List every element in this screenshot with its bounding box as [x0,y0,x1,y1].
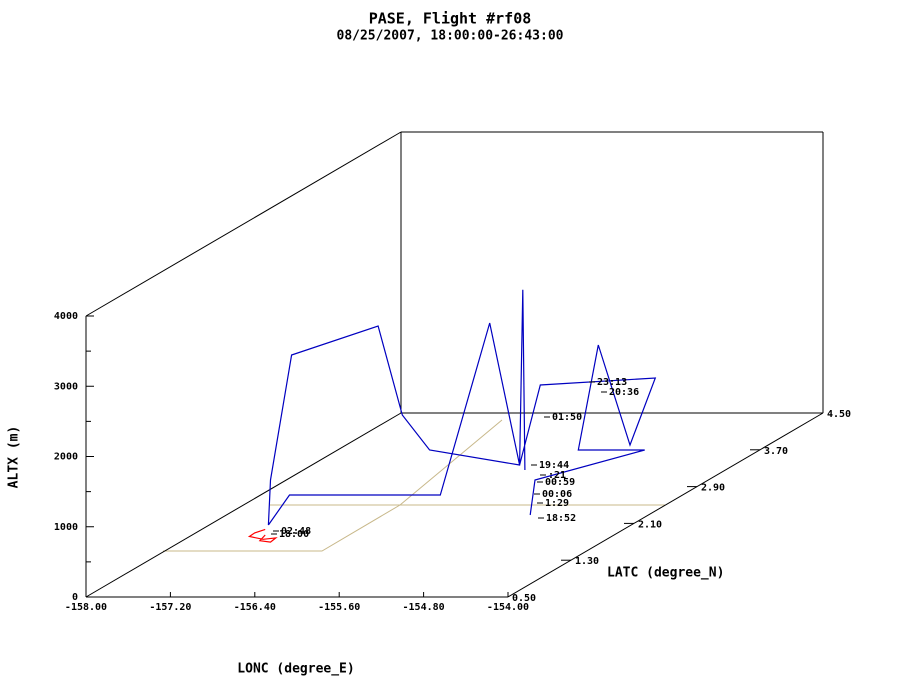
x-tick-label: -154.00 [487,602,529,613]
time-label: :21 [548,470,566,481]
time-label: 02:48 [281,526,311,537]
z-axis-label: ALTX (m) [7,426,22,489]
y-tick-label: 2.90 [701,483,725,494]
chart-title: PASE, Flight #rf08 [369,10,532,28]
time-label: 00:06 [542,489,572,500]
y-axis-label: LATC (degree_N) [607,566,724,581]
time-label: 19:44 [539,460,569,471]
ground-line [163,504,401,552]
y-tick-label: 3.70 [764,446,788,457]
time-label: 23:13 [597,377,627,388]
z-tick-label: 4000 [54,311,78,322]
box-edge [85,131,402,317]
chart-subtitle: 08/25/2007, 18:00:00-26:43:00 [337,29,564,44]
time-label: 18:00 [279,529,309,540]
flight-track [247,528,278,543]
z-tick-label: 2000 [54,452,78,463]
x-axis-label: LONC (degree_E) [237,662,354,677]
x-tick-label: -158.00 [65,602,107,613]
ground-projection [163,419,665,552]
box-edge [507,412,824,598]
box-edge [85,412,402,598]
time-label: 1:29 [545,498,569,509]
x-tick-label: -155.60 [318,602,360,613]
flight-track [267,289,657,526]
z-tick-label: 1000 [54,522,78,533]
x-tick-label: -154.80 [403,602,445,613]
ground-line [399,419,503,506]
x-tick-label: -156.40 [234,602,276,613]
time-label: 00:59 [545,477,575,488]
y-tick-label: 2.10 [638,519,662,530]
time-label: 20:36 [609,387,639,398]
x-tick-label: -157.20 [149,602,191,613]
z-tick-label: 3000 [54,381,78,392]
y-tick-label: 4.50 [827,409,851,420]
time-label: 18:52 [546,513,576,524]
z-tick-label: 0 [72,592,78,603]
y-tick-label: 1.30 [575,556,599,567]
y-tick-label: 0.50 [512,593,536,604]
time-label: 01:50 [552,412,582,423]
